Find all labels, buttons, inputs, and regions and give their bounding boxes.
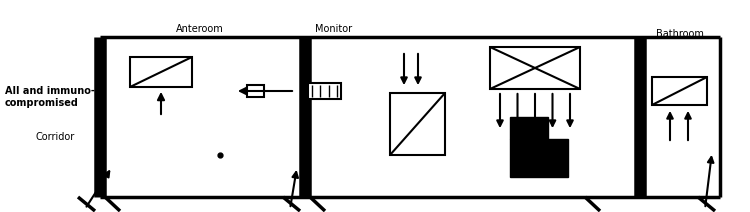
Bar [390,93,445,155]
Text: All and immuno-
compromised: All and immuno- compromised [5,86,94,108]
Text: Corridor: Corridor [35,132,74,142]
Bar [510,117,548,139]
Text: Monitor: Monitor [315,24,352,34]
Text: Anteroom: Anteroom [176,24,224,34]
Text: Bathroom: Bathroom [656,29,704,39]
Bar [490,47,580,89]
Bar [247,85,263,97]
Bar [510,139,568,177]
Bar [130,57,192,87]
Bar [652,77,707,105]
Bar [308,83,341,99]
